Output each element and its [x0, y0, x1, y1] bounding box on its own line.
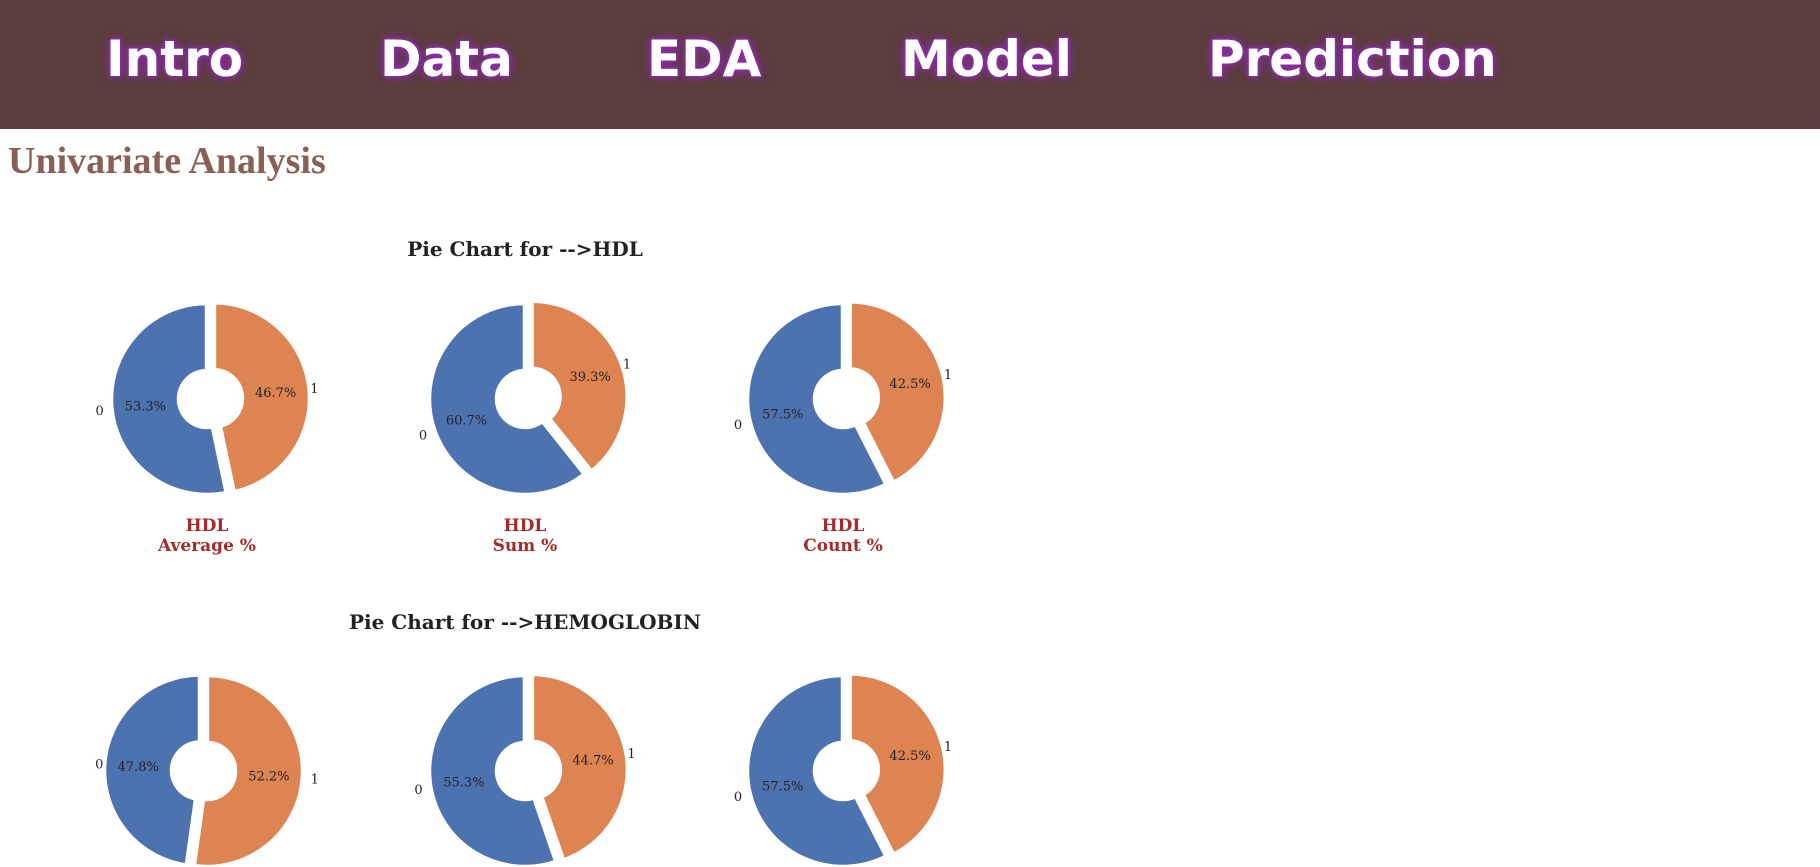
pie-value-label: 57.5% — [762, 779, 803, 794]
pie-category-label: 0 — [414, 783, 422, 798]
pie-caption-metric: Count % — [803, 536, 883, 556]
pie-value-label: 53.3% — [125, 399, 166, 414]
pie-category-label: 0 — [734, 418, 742, 433]
pie-value-label: 44.7% — [572, 754, 613, 769]
pie-category-label: 0 — [95, 404, 103, 419]
pie-value-label: 55.3% — [443, 775, 484, 790]
pie-category-label: 1 — [627, 747, 635, 762]
pie-caption-variable: HDL — [821, 516, 865, 536]
pie-caption-metric: Sum % — [492, 536, 558, 556]
pie-slice-1 — [529, 671, 631, 864]
pie-category-label: 1 — [944, 368, 952, 383]
pie-slice-1 — [847, 299, 949, 486]
pie-category-label: 1 — [310, 382, 318, 397]
pie-value-label: 46.7% — [255, 386, 296, 401]
pie-category-label: 1 — [944, 740, 952, 755]
pie-slice-1 — [529, 298, 630, 475]
top-nav-bar: Intro Data EDA Model Prediction — [0, 0, 1820, 129]
pie-caption-variable: HDL — [503, 516, 547, 536]
pie-value-label: 60.7% — [446, 413, 487, 428]
pie-value-label: 42.5% — [889, 749, 930, 764]
pie-slice-0 — [426, 672, 560, 867]
pie-slice-0 — [744, 672, 890, 867]
pie-chart-hemoglobin-count: 57.5% 0 42.5% 1 — [734, 671, 952, 867]
page-title: Univariate Analysis — [8, 140, 326, 182]
pie-value-label: 42.5% — [889, 377, 930, 392]
nav-item-data[interactable]: Data — [380, 30, 513, 88]
pie-category-label: 1 — [311, 772, 319, 787]
pie-chart-hdl-count: 57.5% 0 42.5% 1 — [734, 299, 952, 498]
pie-value-label: 57.5% — [762, 407, 803, 422]
nav-item-model[interactable]: Model — [901, 30, 1072, 88]
pie-category-label: 0 — [95, 758, 103, 773]
pie-chart-hdl-sum: 60.7% 0 39.3% 1 — [419, 298, 631, 498]
pie-value-label: 39.3% — [569, 370, 610, 385]
pie-caption-hdl-sum: HDL Sum % — [425, 516, 625, 556]
pie-chart-hdl-average: 53.3% 0 46.7% 1 — [95, 300, 319, 498]
nav-item-intro[interactable]: Intro — [106, 30, 244, 88]
section-title-hdl: Pie Chart for -->HDL — [407, 237, 643, 261]
pie-slice-1 — [211, 300, 313, 495]
pie-chart-hemoglobin-sum: 55.3% 0 44.7% 1 — [414, 671, 636, 867]
pie-caption-variable: HDL — [185, 516, 229, 536]
section-title-hemoglobin: Pie Chart for -->HEMOGLOBIN — [348, 610, 702, 634]
pie-slice-0 — [744, 300, 890, 498]
pie-chart-hemoglobin-average: 47.8% 0 52.2% 1 — [95, 672, 319, 867]
pie-slice-0 — [101, 672, 203, 867]
pie-slice-1 — [191, 672, 306, 867]
pie-value-label: 47.8% — [118, 760, 159, 775]
pie-slice-0 — [426, 300, 588, 498]
pie-caption-hdl-count: HDL Count % — [743, 516, 943, 556]
pie-value-label: 52.2% — [248, 769, 289, 784]
pie-category-label: 0 — [419, 429, 427, 444]
pie-caption-hdl-average: HDL Average % — [107, 516, 307, 556]
pie-slice-0 — [108, 300, 230, 498]
pie-caption-metric: Average % — [158, 536, 256, 556]
pie-category-label: 1 — [623, 357, 631, 372]
pie-slice-1 — [847, 671, 949, 858]
nav-item-eda[interactable]: EDA — [647, 30, 762, 88]
pie-category-label: 0 — [734, 790, 742, 805]
nav-item-prediction[interactable]: Prediction — [1208, 30, 1497, 88]
